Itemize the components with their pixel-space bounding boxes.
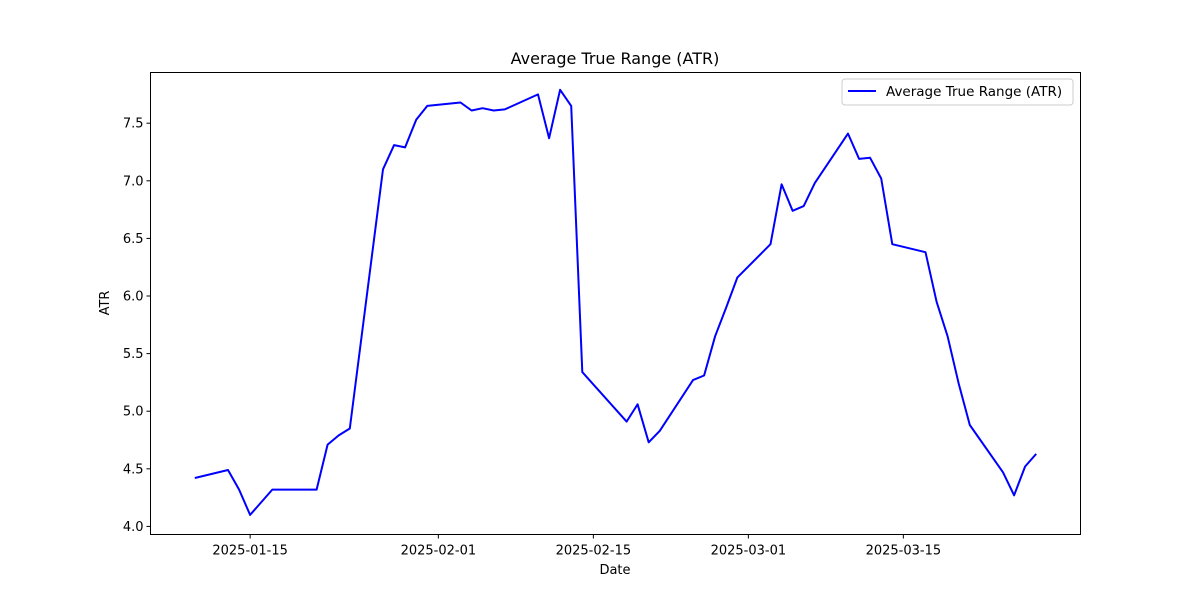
y-tick-label: 6.5 bbox=[123, 232, 144, 247]
legend: Average True Range (ATR) bbox=[841, 78, 1074, 106]
legend-box bbox=[841, 78, 1074, 106]
chart-title: Average True Range (ATR) bbox=[511, 49, 720, 68]
x-axis-label: Date bbox=[599, 563, 630, 578]
plot-frame bbox=[150, 72, 1081, 535]
y-tick-label: 5.0 bbox=[123, 405, 144, 420]
series-line-0 bbox=[194, 88, 1037, 516]
plot-area bbox=[150, 72, 1081, 535]
x-tick-label: 2025-03-01 bbox=[711, 544, 787, 559]
legend-label: Average True Range (ATR) bbox=[886, 84, 1062, 100]
y-tick-label: 4.0 bbox=[123, 520, 144, 535]
y-tick-label: 4.5 bbox=[123, 462, 144, 477]
x-tick-label: 2025-01-15 bbox=[212, 544, 288, 559]
y-tick-label: 6.0 bbox=[123, 290, 144, 305]
x-axis: 2025-01-15 2025-02-01 2025-02-15 2025-03-01… bbox=[212, 534, 942, 559]
y-axis: 4.0 4.5 5.0 5.5 6.0 6.5 7.0 7.5 bbox=[123, 117, 151, 535]
y-tick-label: 5.5 bbox=[123, 347, 144, 362]
y-axis-label: ATR bbox=[98, 291, 113, 316]
series-layer bbox=[194, 88, 1037, 516]
y-tick-label: 7.5 bbox=[123, 117, 144, 132]
plot-background bbox=[150, 72, 1081, 535]
x-tick-label: 2025-02-15 bbox=[556, 544, 632, 559]
y-tick-label: 7.0 bbox=[123, 174, 144, 189]
x-tick-label: 2025-03-15 bbox=[866, 544, 942, 559]
x-tick-label: 2025-02-01 bbox=[401, 544, 477, 559]
